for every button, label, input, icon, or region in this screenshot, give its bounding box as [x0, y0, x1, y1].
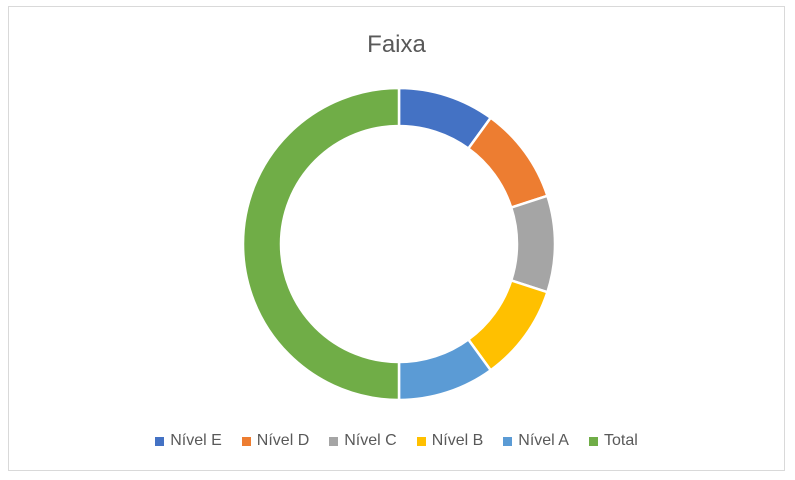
- legend-swatch: [416, 436, 426, 446]
- legend-item: Nível D: [241, 432, 310, 450]
- legend-item: Nível B: [416, 432, 484, 450]
- legend-label: Nível E: [170, 432, 222, 449]
- legend-label: Nível C: [344, 432, 397, 449]
- legend-swatch: [155, 436, 165, 446]
- legend-swatch: [241, 436, 251, 446]
- legend-label: Nível D: [256, 432, 310, 449]
- donut-slice-total: [241, 86, 401, 402]
- donut-chart: [241, 86, 557, 402]
- chart-title: Faixa: [367, 31, 426, 58]
- legend-label: Nível B: [431, 432, 484, 449]
- legend-item: Total: [588, 432, 638, 450]
- donut-slice-nivel-d: [466, 116, 549, 210]
- legend-item: Nível A: [503, 432, 569, 450]
- donut-slice-nivel-c: [509, 194, 557, 294]
- legend-label: Nível A: [518, 432, 569, 449]
- chart-area: Faixa Nível E Nível D Nível C Nível B Nível …: [8, 6, 785, 471]
- legend-swatch: [588, 436, 598, 446]
- legend-label: Total: [603, 432, 638, 449]
- legend-item: Nível E: [155, 432, 222, 450]
- chart-legend: Nível E Nível D Nível C Nível B Nível A Total: [9, 432, 784, 450]
- legend-item: Nível C: [329, 432, 397, 450]
- legend-swatch: [503, 436, 513, 446]
- legend-swatch: [329, 436, 339, 446]
